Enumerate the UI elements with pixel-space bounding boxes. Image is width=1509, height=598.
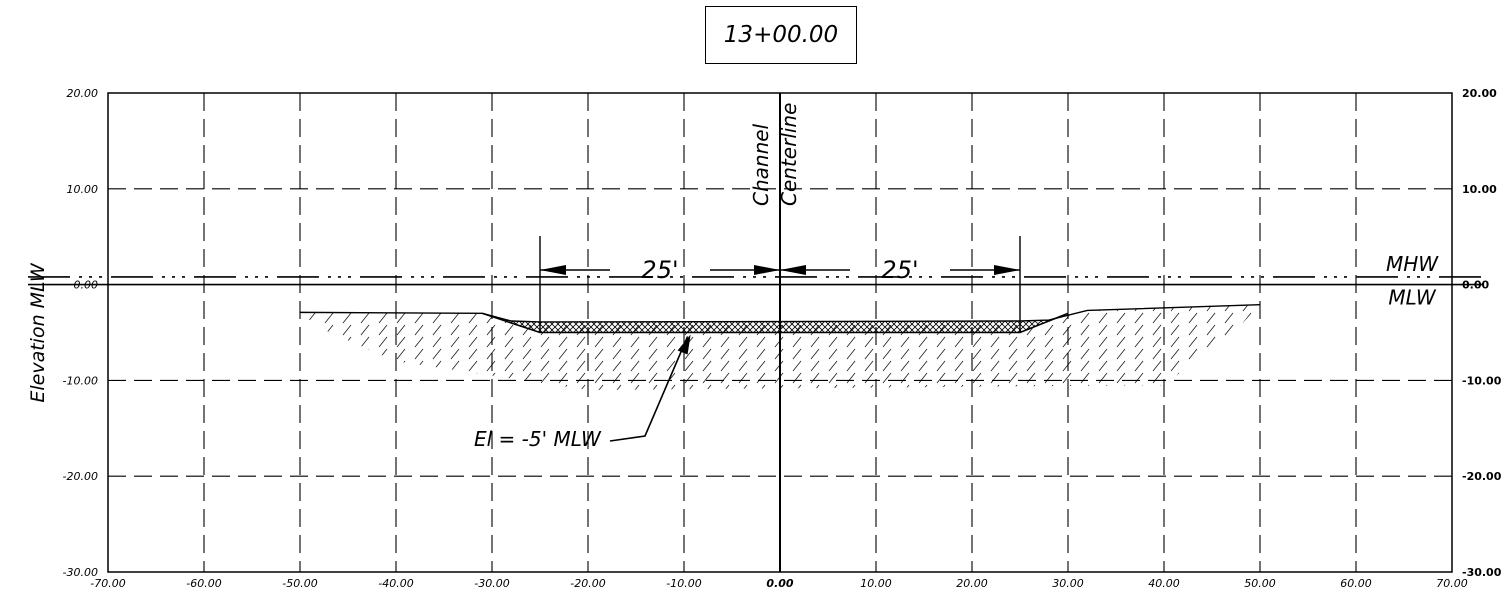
elevation-callout: El = -5' MLW [474, 427, 602, 451]
leader-line [609, 336, 689, 442]
x-tick-label: -30.00 [474, 577, 509, 590]
axis-tick-labels: -70.00 -60.00 -50.00 -40.00 -30.00 -20.00 -10.… [63, 87, 1502, 590]
x-tick-label: 70.00 [1436, 577, 1468, 590]
y-tick-label-left: 10.00 [67, 183, 99, 196]
y-tick-label-left: -10.00 [63, 374, 98, 387]
x-tick-label: -20.00 [570, 577, 605, 590]
y-tick-label-right: -20.00 [1462, 470, 1502, 483]
leader-arrow [677, 334, 691, 355]
x-tick-label: 50.00 [1244, 577, 1276, 590]
dimension-arrow [540, 265, 566, 275]
x-tick-label: 40.00 [1148, 577, 1180, 590]
mlw-label: MLW [1388, 286, 1437, 310]
dimension-label: 25' [641, 256, 678, 284]
x-tick-label: 10.00 [860, 577, 892, 590]
y-tick-label-right: 0.00 [1462, 279, 1489, 292]
centerline-label-channel: Channel [749, 123, 773, 206]
x-tick-label: -10.00 [666, 577, 701, 590]
dimension-arrow [754, 265, 780, 275]
x-tick-label: 0.00 [766, 577, 793, 590]
mhw-label: MHW [1386, 252, 1439, 276]
x-tick-label: -40.00 [378, 577, 413, 590]
y-tick-label-right: -10.00 [1462, 374, 1502, 387]
y-tick-label-left: 0.00 [74, 279, 99, 292]
y-tick-label-right: 20.00 [1462, 87, 1497, 100]
dimension-label: 25' [881, 256, 918, 284]
y-tick-label-right: -30.00 [1462, 566, 1502, 579]
dimension-arrow [994, 265, 1020, 275]
x-tick-label: 20.00 [956, 577, 988, 590]
x-tick-label: -70.00 [90, 577, 125, 590]
water-level-lines: MHW MLW [28, 252, 1484, 310]
y-tick-label-left: -30.00 [63, 566, 98, 579]
dredge-cut-hatch [482, 313, 1068, 333]
x-tick-label: 30.00 [1052, 577, 1084, 590]
y-tick-label-right: 10.00 [1462, 183, 1497, 196]
station-label: 13+00.00 [705, 6, 857, 64]
x-tick-label: -50.00 [282, 577, 317, 590]
y-tick-label-left: 20.00 [67, 87, 99, 100]
y-tick-label-left: -20.00 [63, 470, 98, 483]
annotations: Channel Centerline 25' 25' El = -5' MLW [474, 93, 1021, 572]
x-tick-label: -60.00 [186, 577, 221, 590]
dimension-arrow [780, 265, 806, 275]
centerline-label-centerline: Centerline [777, 103, 801, 206]
y-axis-label: Elevation MLW [27, 262, 49, 403]
x-tick-label: 60.00 [1340, 577, 1372, 590]
horizontal-gridlines [108, 188, 1452, 477]
